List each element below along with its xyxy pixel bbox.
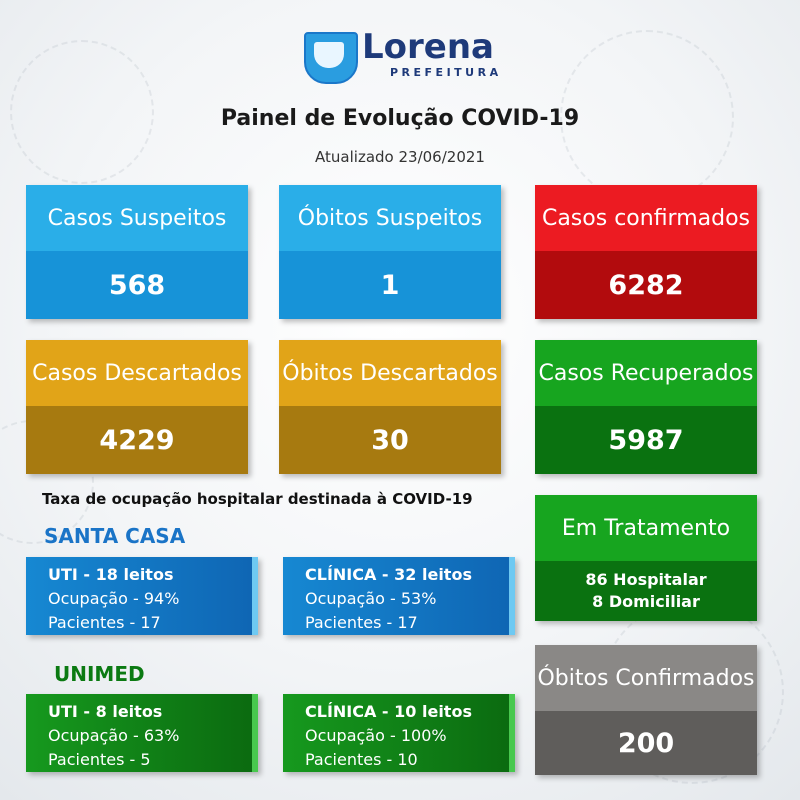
lorena-logo: Lorena PREFEITURA	[300, 27, 502, 84]
bed-occupancy: Ocupação - 53%	[305, 589, 437, 608]
card-label: Casos Descartados	[26, 340, 248, 406]
logo-name: Lorena	[362, 27, 494, 67]
card-label: Casos Suspeitos	[26, 185, 248, 251]
logo-subtitle: PREFEITURA	[390, 66, 502, 79]
card-value: 30	[279, 406, 501, 474]
card-label: Óbitos Suspeitos	[279, 185, 501, 251]
santa-casa-clinica-box: CLÍNICA - 32 leitos Ocupação - 53% Pacie…	[283, 557, 515, 635]
virus-decoration	[10, 40, 154, 184]
unimed-clinica-box: CLÍNICA - 10 leitos Ocupação - 100% Paci…	[283, 694, 515, 772]
page-title: Painel de Evolução COVID-19	[220, 106, 580, 131]
card-value: 568	[26, 251, 248, 319]
card-value: 5987	[535, 406, 757, 474]
card-discarded-cases: Casos Descartados 4229	[26, 340, 248, 474]
card-label: Em Tratamento	[535, 495, 757, 561]
bed-patients: Pacientes - 17	[305, 613, 418, 632]
card-discarded-deaths: Óbitos Descartados 30	[279, 340, 501, 474]
bed-occupancy: Ocupação - 100%	[305, 726, 447, 745]
update-date: Atualizado 23/06/2021	[315, 148, 485, 166]
treatment-home: 8 Domiciliar	[592, 592, 700, 611]
card-value: 1	[279, 251, 501, 319]
bed-patients: Pacientes - 17	[48, 613, 161, 632]
card-label: Casos confirmados	[535, 185, 757, 251]
coat-of-arms-icon	[304, 32, 358, 84]
card-in-treatment: Em Tratamento 86 Hospitalar 8 Domiciliar	[535, 495, 757, 621]
bed-header: CLÍNICA - 32 leitos	[305, 565, 472, 584]
bed-patients: Pacientes - 10	[305, 750, 418, 769]
card-value: 86 Hospitalar 8 Domiciliar	[535, 561, 757, 621]
occupancy-title: Taxa de ocupação hospitalar destinada à …	[42, 490, 473, 508]
section-unimed: UNIMED	[54, 662, 145, 686]
card-suspected-deaths: Óbitos Suspeitos 1	[279, 185, 501, 319]
treatment-hospital: 86 Hospitalar	[585, 570, 707, 589]
card-confirmed-deaths: Óbitos Confirmados 200	[535, 645, 757, 775]
card-confirmed-cases: Casos confirmados 6282	[535, 185, 757, 319]
card-value: 4229	[26, 406, 248, 474]
unimed-uti-box: UTI - 8 leitos Ocupação - 63% Pacientes …	[26, 694, 258, 772]
card-label: Óbitos Descartados	[279, 340, 501, 406]
section-santa-casa: SANTA CASA	[44, 524, 186, 548]
card-suspected-cases: Casos Suspeitos 568	[26, 185, 248, 319]
bed-occupancy: Ocupação - 63%	[48, 726, 180, 745]
bed-header: UTI - 8 leitos	[48, 702, 163, 721]
bed-occupancy: Ocupação - 94%	[48, 589, 180, 608]
bed-header: CLÍNICA - 10 leitos	[305, 702, 472, 721]
card-label: Casos Recuperados	[535, 340, 757, 406]
card-label: Óbitos Confirmados	[535, 645, 757, 711]
card-value: 200	[535, 711, 757, 775]
santa-casa-uti-box: UTI - 18 leitos Ocupação - 94% Pacientes…	[26, 557, 258, 635]
bed-patients: Pacientes - 5	[48, 750, 151, 769]
card-value: 6282	[535, 251, 757, 319]
bed-header: UTI - 18 leitos	[48, 565, 174, 584]
card-recovered-cases: Casos Recuperados 5987	[535, 340, 757, 474]
